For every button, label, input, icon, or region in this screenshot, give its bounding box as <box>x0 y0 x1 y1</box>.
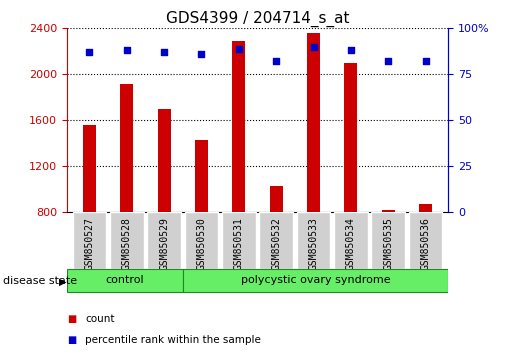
Text: GSM850529: GSM850529 <box>159 217 169 270</box>
Point <box>347 47 355 53</box>
Bar <box>419 204 432 212</box>
Text: GSM850534: GSM850534 <box>346 217 356 270</box>
Text: GSM850532: GSM850532 <box>271 217 281 270</box>
Point <box>123 47 131 53</box>
Bar <box>382 210 395 212</box>
Text: disease state: disease state <box>3 276 77 286</box>
Point <box>384 59 392 64</box>
FancyBboxPatch shape <box>260 212 293 269</box>
Text: count: count <box>85 314 114 324</box>
Bar <box>158 109 170 212</box>
Bar <box>345 63 357 212</box>
Bar <box>83 125 96 212</box>
Text: ■: ■ <box>67 314 76 324</box>
Text: polycystic ovary syndrome: polycystic ovary syndrome <box>241 275 390 285</box>
FancyBboxPatch shape <box>147 212 181 269</box>
Bar <box>195 140 208 212</box>
Text: GSM850533: GSM850533 <box>308 217 319 270</box>
FancyBboxPatch shape <box>222 212 255 269</box>
Bar <box>232 41 245 212</box>
Bar <box>270 186 283 212</box>
FancyBboxPatch shape <box>185 212 218 269</box>
Text: ▶: ▶ <box>59 276 67 286</box>
Text: GSM850528: GSM850528 <box>122 217 132 270</box>
Text: GSM850536: GSM850536 <box>421 217 431 270</box>
Text: GSM850530: GSM850530 <box>196 217 207 270</box>
Text: GSM850527: GSM850527 <box>84 217 94 270</box>
Point <box>197 51 205 57</box>
FancyBboxPatch shape <box>409 212 442 269</box>
Text: control: control <box>106 275 144 285</box>
FancyBboxPatch shape <box>334 212 368 269</box>
FancyBboxPatch shape <box>73 212 106 269</box>
Text: ■: ■ <box>67 335 76 345</box>
Text: percentile rank within the sample: percentile rank within the sample <box>85 335 261 345</box>
Point <box>272 59 280 64</box>
Bar <box>120 84 133 212</box>
Text: GSM850535: GSM850535 <box>383 217 393 270</box>
Text: GSM850531: GSM850531 <box>234 217 244 270</box>
Point <box>235 46 243 51</box>
Point <box>160 50 168 55</box>
FancyBboxPatch shape <box>67 269 183 292</box>
FancyBboxPatch shape <box>297 212 330 269</box>
FancyBboxPatch shape <box>183 269 448 292</box>
FancyBboxPatch shape <box>110 212 144 269</box>
Title: GDS4399 / 204714_s_at: GDS4399 / 204714_s_at <box>166 11 349 27</box>
Point <box>421 59 430 64</box>
FancyBboxPatch shape <box>371 212 405 269</box>
Point <box>85 50 94 55</box>
Bar <box>307 33 320 212</box>
Point <box>310 44 318 50</box>
